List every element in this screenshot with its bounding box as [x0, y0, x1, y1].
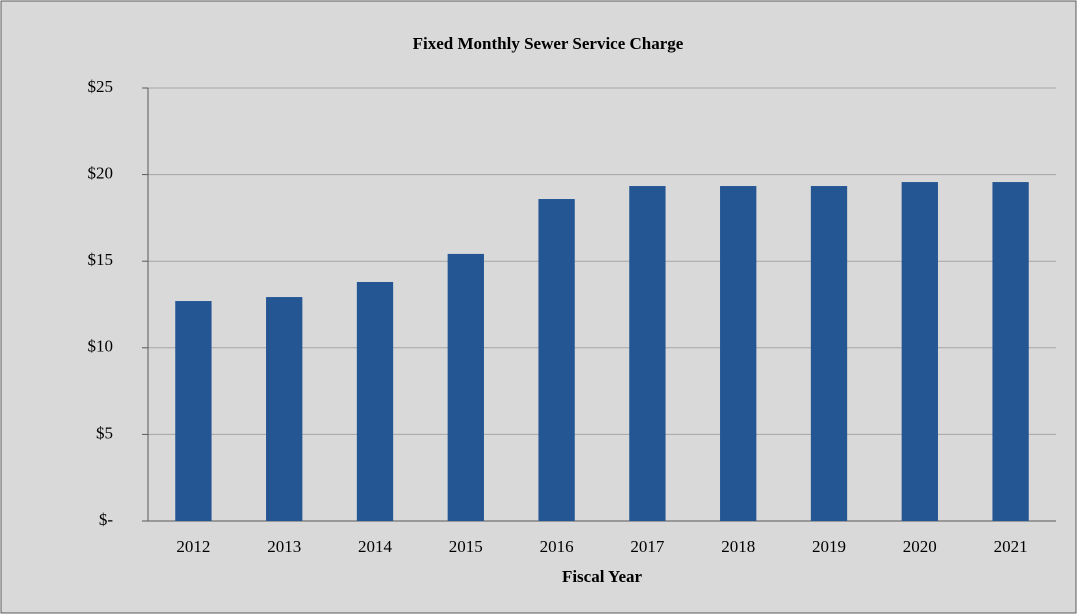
x-tick-label: 2021: [994, 537, 1028, 556]
bar: [720, 186, 757, 522]
x-tick-label: 2015: [449, 537, 483, 556]
bar: [356, 281, 394, 521]
y-tick-label: $25: [88, 77, 114, 96]
y-tick-label: $-: [99, 510, 114, 529]
x-tick-label: 2017: [630, 537, 665, 556]
bar: [538, 199, 575, 522]
y-tick-label: $15: [88, 250, 114, 269]
x-tick-label: 2019: [812, 537, 846, 556]
bar: [629, 186, 666, 522]
bar: [447, 253, 484, 521]
bar: [266, 297, 303, 521]
x-tick-label: 2014: [358, 537, 393, 556]
x-tick-label: 2016: [540, 537, 574, 556]
x-axis-title: Fiscal Year: [562, 567, 643, 586]
bar: [175, 301, 212, 521]
chart-title: Fixed Monthly Sewer Service Charge: [413, 34, 684, 53]
x-tick-label: 2020: [903, 537, 937, 556]
bar: [901, 182, 938, 521]
bar: [992, 182, 1029, 521]
x-tick-label: 2013: [267, 537, 301, 556]
x-tick-label: 2012: [176, 537, 210, 556]
y-tick-label: $5: [96, 423, 113, 442]
y-tick-label: $10: [88, 337, 114, 356]
bar: [810, 186, 848, 522]
y-tick-label: $20: [88, 164, 114, 183]
x-tick-label: 2018: [721, 537, 755, 556]
